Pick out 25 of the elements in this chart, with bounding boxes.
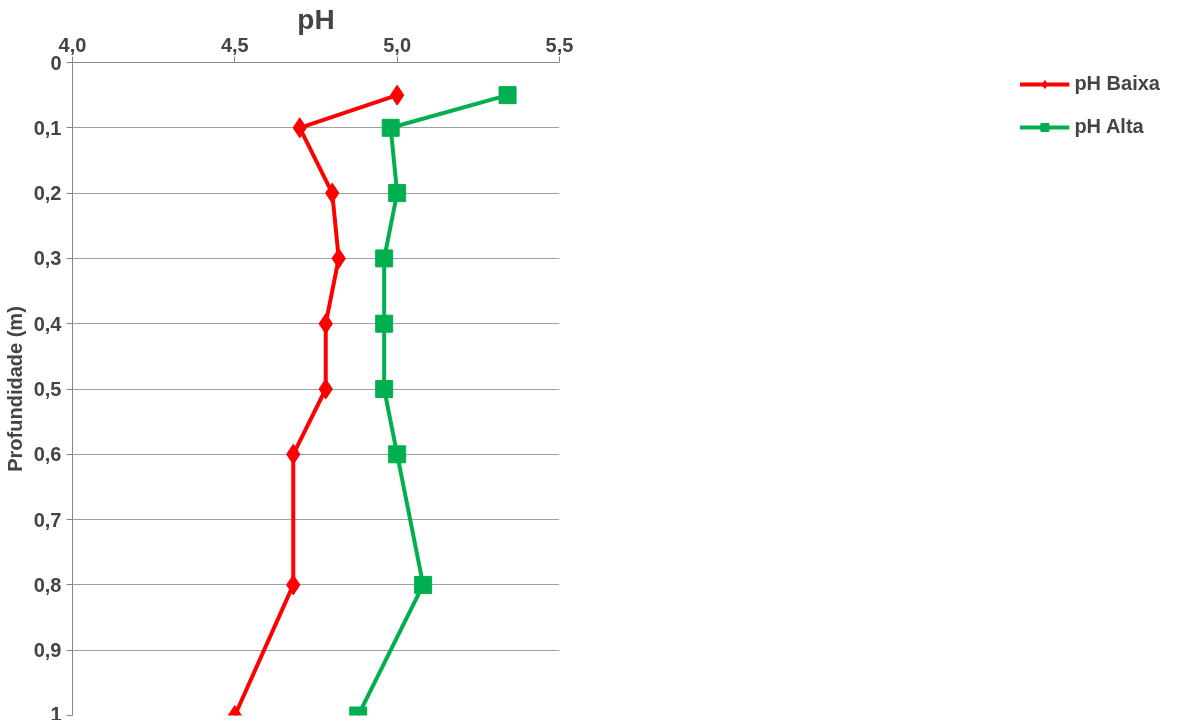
point [388,445,407,464]
legend-label: pH Alta [1074,115,1144,138]
y-tick-label: 0,3 [33,247,62,270]
point [414,575,433,594]
y-tick-label: 0,8 [33,573,62,596]
legend-label: pH Baixa [1074,72,1160,95]
x-axis-title: pH [297,3,335,35]
y-tick-label: 0,5 [33,378,62,400]
y-tick-label: 0,1 [33,116,62,139]
point [375,314,394,333]
point [498,86,517,105]
x-tick-label: 5,5 [545,33,574,56]
y-tick-label: 0,6 [33,443,62,466]
point [375,380,394,398]
x-tick-label: 4,5 [220,33,249,56]
y-tick-label: 0,9 [33,639,62,662]
y-tick-label: 1 [50,702,62,725]
y-tick-label: 0,2 [33,182,62,205]
y-axis-title: Profundidade (m) [3,306,26,472]
y-tick-label: 0,7 [33,508,62,531]
point [375,249,394,268]
y-tick-label: 0,4 [33,312,63,335]
point [388,184,407,203]
point [381,118,400,137]
x-tick-label: 5,0 [383,33,412,56]
